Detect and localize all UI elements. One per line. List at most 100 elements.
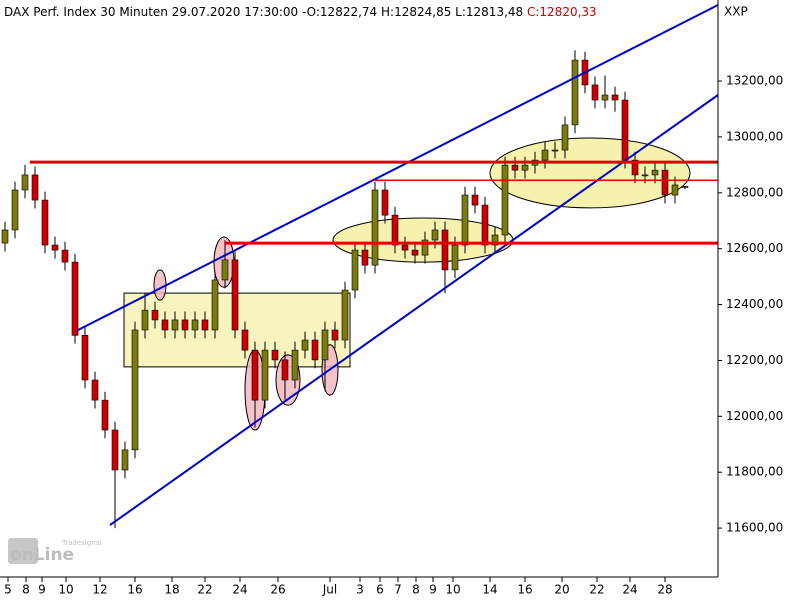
candle-body bbox=[251, 349, 259, 401]
candle-body bbox=[111, 429, 119, 471]
x-tick-label: 5 bbox=[4, 583, 12, 597]
candle-body bbox=[141, 309, 149, 331]
candle-body bbox=[331, 329, 339, 341]
candle-body bbox=[421, 239, 429, 256]
candle-body bbox=[501, 164, 509, 236]
candle-body bbox=[271, 349, 279, 361]
candle-body bbox=[361, 249, 369, 266]
y-tick-label: 12400,00 bbox=[726, 297, 783, 311]
annotation-ellipse bbox=[153, 269, 167, 301]
logo-big: onLine bbox=[10, 545, 74, 565]
candle-body bbox=[211, 279, 219, 331]
candle-body bbox=[51, 244, 59, 251]
candle-body bbox=[41, 199, 49, 246]
x-tick-label: 9 bbox=[38, 583, 46, 597]
symbol: XXP bbox=[724, 5, 748, 19]
x-tick-label: 22 bbox=[197, 583, 212, 597]
candle-body bbox=[101, 399, 109, 431]
candle-body bbox=[151, 309, 159, 321]
header-date: 29.07.2020 17:30:00 - bbox=[172, 5, 307, 19]
trend-line bbox=[109, 94, 719, 526]
candle-body bbox=[161, 319, 169, 331]
header-open: O:12822,74 bbox=[307, 5, 378, 19]
candle-body bbox=[601, 94, 609, 101]
x-tick-label: 7 bbox=[394, 583, 402, 597]
candle-body bbox=[191, 319, 199, 331]
header-high: H:12824,85 bbox=[381, 5, 451, 19]
x-tick-label: 24 bbox=[232, 583, 247, 597]
candle-body bbox=[481, 204, 489, 246]
annotation-ellipse bbox=[489, 137, 691, 209]
x-tick-label: 22 bbox=[589, 583, 604, 597]
x-tick-label: 8 bbox=[22, 583, 30, 597]
y-tick-label: 12600,00 bbox=[726, 241, 783, 255]
candle-body bbox=[241, 329, 249, 351]
x-tick-label: 16 bbox=[127, 583, 142, 597]
candle-body bbox=[611, 94, 619, 101]
candle-body bbox=[661, 169, 669, 196]
x-tick-label: 18 bbox=[164, 583, 179, 597]
logo: Tradesignal onLine bbox=[8, 538, 102, 565]
trend-line bbox=[77, 4, 719, 331]
candle-body bbox=[591, 84, 599, 101]
candle-body bbox=[231, 259, 239, 331]
candle-body bbox=[121, 449, 129, 471]
y-tick-label: 12800,00 bbox=[726, 185, 783, 199]
y-tick-label: 13200,00 bbox=[726, 74, 783, 88]
candle-body bbox=[21, 174, 29, 191]
y-tick-label: 11800,00 bbox=[726, 465, 783, 479]
y-tick-label: 13000,00 bbox=[726, 129, 783, 143]
candle-body bbox=[391, 214, 399, 246]
logo-box bbox=[8, 538, 38, 564]
candle-body bbox=[631, 159, 639, 176]
candle-body bbox=[171, 319, 179, 331]
header-title: DAX Perf. Index 30 Minuten bbox=[4, 5, 168, 19]
x-tick-label: 20 bbox=[554, 583, 569, 597]
candle-body bbox=[291, 349, 299, 381]
candle-body bbox=[471, 194, 479, 206]
header: DAX Perf. Index 30 Minuten 29.07.2020 17… bbox=[4, 5, 597, 19]
candle-body bbox=[301, 339, 309, 351]
candle-body bbox=[351, 249, 359, 291]
x-tick-label: 26 bbox=[270, 583, 285, 597]
x-tick-label: Jul bbox=[322, 583, 337, 597]
candle-body bbox=[281, 359, 289, 381]
candle-body bbox=[521, 164, 529, 171]
candle-body bbox=[511, 164, 519, 171]
candle-body bbox=[381, 189, 389, 216]
candle-body bbox=[341, 289, 349, 341]
candle-body bbox=[681, 186, 689, 188]
x-tick-label: 24 bbox=[622, 583, 637, 597]
candle-body bbox=[671, 184, 679, 196]
candle-body bbox=[641, 174, 649, 177]
x-tick-label: 10 bbox=[58, 583, 73, 597]
candle-body bbox=[31, 174, 39, 201]
x-tick-label: 9 bbox=[429, 583, 437, 597]
candle-body bbox=[181, 319, 189, 331]
candle-body bbox=[261, 349, 269, 401]
y-tick-label: 12200,00 bbox=[726, 353, 783, 367]
candle-body bbox=[621, 99, 629, 161]
candle-body bbox=[561, 124, 569, 151]
candle-body bbox=[651, 169, 659, 176]
x-tick-label: 16 bbox=[517, 583, 532, 597]
candle-body bbox=[201, 319, 209, 331]
candle-body bbox=[81, 335, 89, 381]
candle-body bbox=[491, 234, 499, 246]
header-close: C:12820,33 bbox=[527, 5, 597, 19]
candle-body bbox=[541, 149, 549, 161]
x-tick-label: 28 bbox=[657, 583, 672, 597]
candle-body bbox=[371, 189, 379, 266]
candle-body bbox=[311, 339, 319, 361]
y-tick-label: 11600,00 bbox=[726, 521, 783, 535]
candle-body bbox=[1, 229, 9, 244]
x-tick-label: 8 bbox=[412, 583, 420, 597]
candle-body bbox=[441, 229, 449, 271]
header-low: L:12813,48 bbox=[455, 5, 523, 19]
candle-body bbox=[11, 189, 19, 231]
candle-body bbox=[451, 244, 459, 271]
x-tick-label: 10 bbox=[445, 583, 460, 597]
x-tick-label: 14 bbox=[482, 583, 497, 597]
